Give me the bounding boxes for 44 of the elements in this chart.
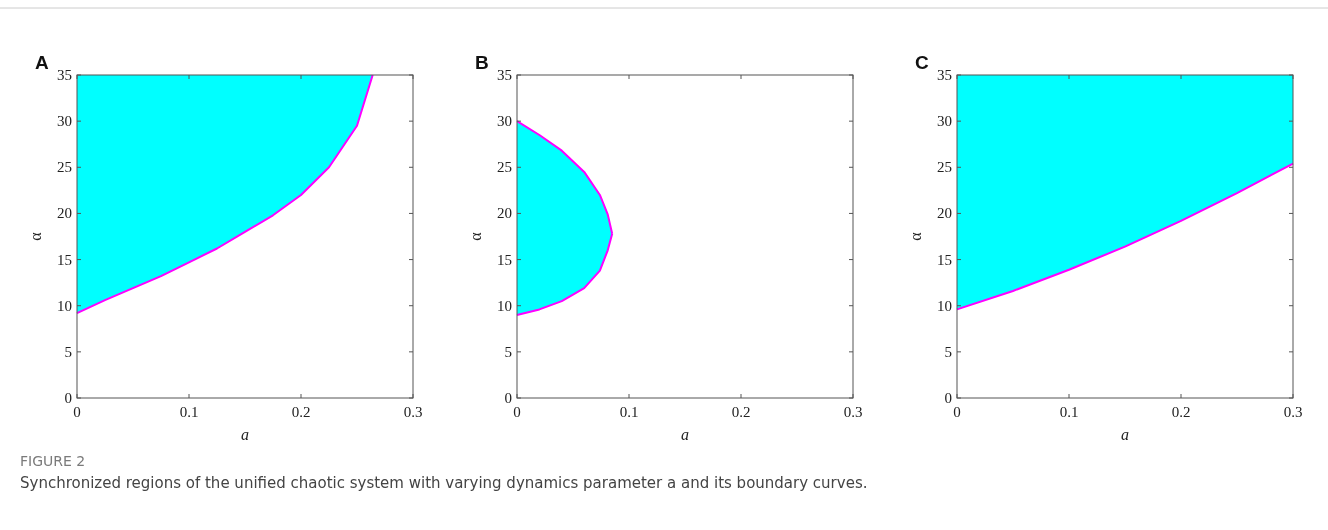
chart-title: C bbox=[915, 52, 929, 73]
x-tick-label: 0.2 bbox=[291, 404, 311, 420]
chart-title: A bbox=[35, 52, 49, 73]
y-axis-title: α bbox=[27, 231, 44, 241]
y-tick-label: 10 bbox=[937, 297, 952, 314]
y-tick-label: 5 bbox=[504, 343, 512, 360]
y-tick-label: 35 bbox=[937, 67, 952, 83]
y-tick-label: 5 bbox=[944, 343, 952, 360]
y-axis-title: α bbox=[467, 231, 484, 241]
y-tick-label: 35 bbox=[497, 67, 512, 83]
x-tick-label: 0.1 bbox=[179, 404, 199, 420]
y-tick-label: 30 bbox=[937, 113, 952, 130]
y-tick-label: 15 bbox=[497, 251, 512, 268]
y-tick-label: 0 bbox=[504, 390, 512, 406]
y-tick-label: 25 bbox=[57, 159, 72, 176]
y-tick-label: 10 bbox=[497, 297, 512, 314]
y-tick-label: 0 bbox=[944, 390, 952, 406]
y-tick-label: 25 bbox=[497, 159, 512, 176]
y-tick-label: 20 bbox=[497, 205, 512, 222]
text: Synchronized regions of the unified chaotic system with varying dynamics parameter a and its boundary curves. bbox=[20, 474, 868, 492]
y-tick-label: 15 bbox=[937, 251, 952, 268]
x-tick-label: 0.2 bbox=[731, 404, 751, 420]
x-tick-label: 0.1 bbox=[619, 404, 639, 420]
x-axis-title: a bbox=[681, 426, 689, 443]
x-tick-label: 0.3 bbox=[1283, 404, 1303, 420]
y-tick-label: 35 bbox=[57, 67, 72, 83]
y-tick-label: 20 bbox=[937, 205, 952, 222]
x-tick-label: 0.1 bbox=[1059, 404, 1079, 420]
y-tick-label: 5 bbox=[64, 343, 72, 360]
chart-title: B bbox=[475, 52, 489, 73]
x-axis-title: a bbox=[1121, 426, 1129, 443]
x-tick-label: 0.3 bbox=[403, 404, 423, 420]
x-tick-label: 0.2 bbox=[1171, 404, 1191, 420]
y-tick-label: 0 bbox=[64, 390, 72, 406]
x-tick-label: 0.3 bbox=[843, 404, 863, 420]
y-tick-label: 30 bbox=[57, 113, 72, 130]
y-tick-label: 30 bbox=[497, 113, 512, 130]
y-tick-label: 25 bbox=[937, 159, 952, 176]
caption: FIGURE 2 bbox=[20, 453, 86, 469]
y-tick-label: 10 bbox=[57, 297, 72, 314]
x-axis-title: a bbox=[241, 426, 249, 443]
y-tick-label: 20 bbox=[57, 205, 72, 222]
y-tick-label: 15 bbox=[57, 251, 72, 268]
y-axis-title: α bbox=[907, 231, 924, 241]
